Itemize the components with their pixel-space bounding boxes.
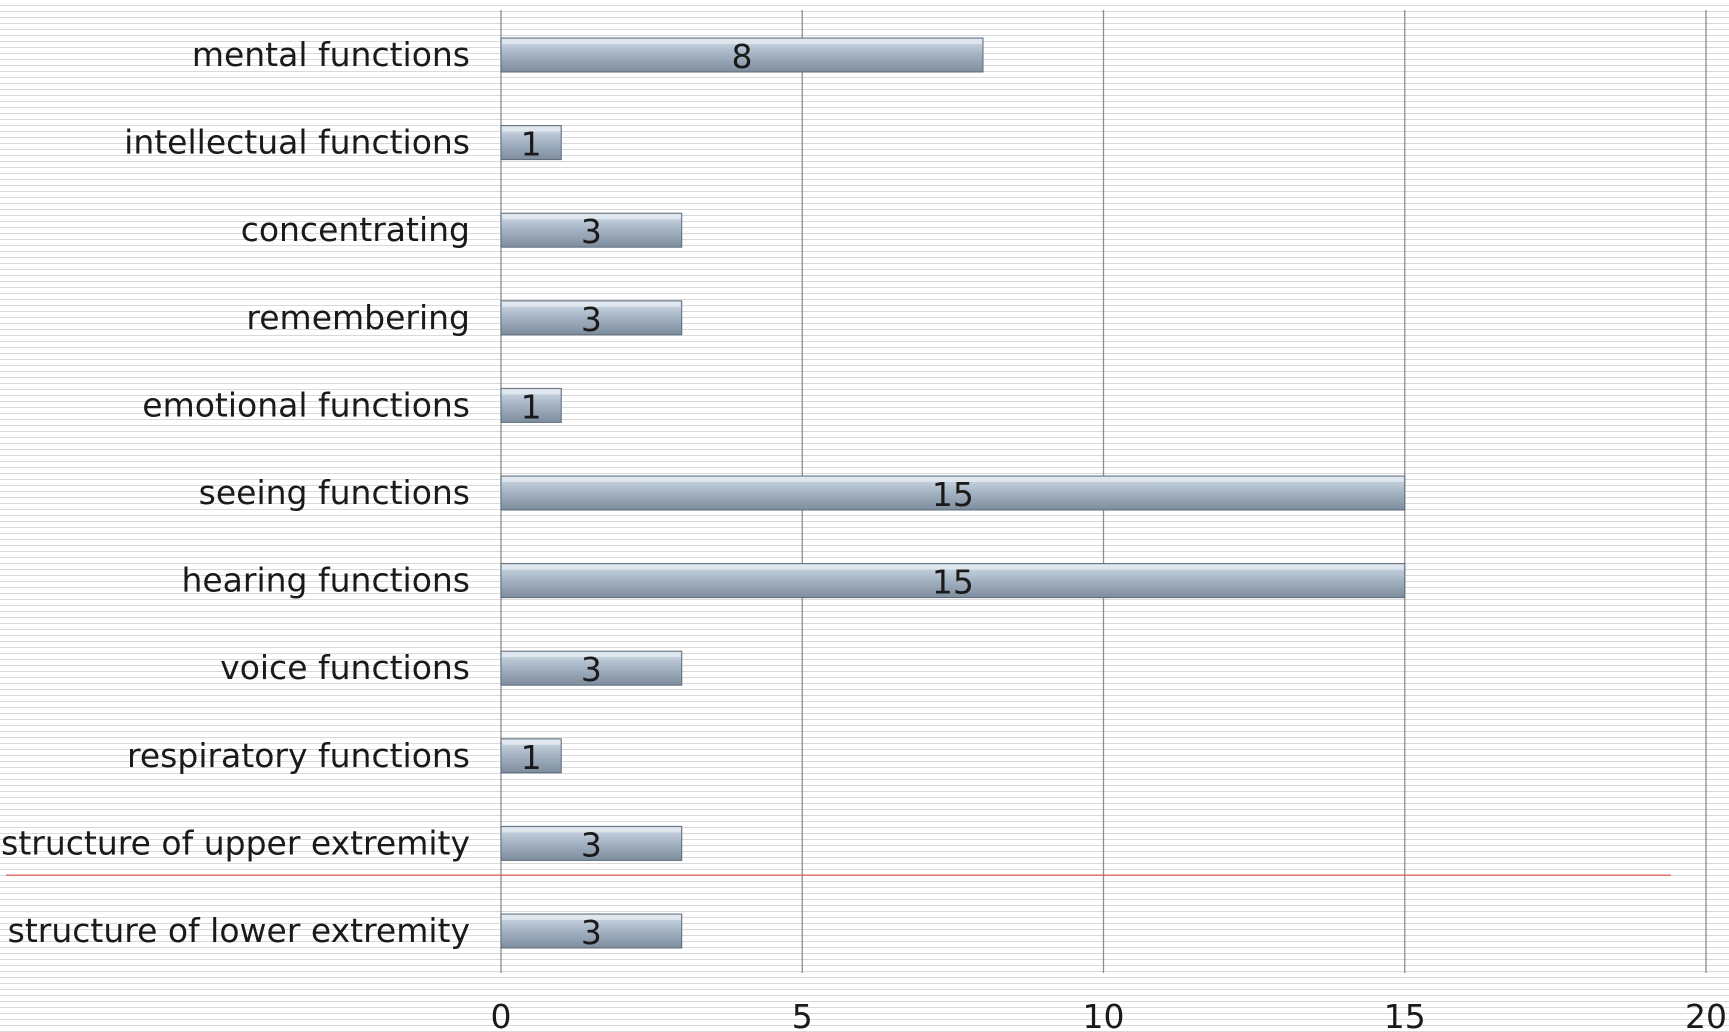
data-label: 1 [521,125,542,164]
category-label: emotional functions [142,385,470,424]
x-tick-label: 10 [1083,997,1125,1032]
bars [500,37,1406,949]
bar-highlight [502,301,681,307]
x-tick-label: 20 [1685,997,1727,1032]
data-label: 15 [932,563,974,602]
data-label: 3 [581,913,602,952]
bar-highlight [502,652,681,658]
category-label: mental functions [192,35,470,74]
data-label: 3 [581,650,602,689]
bar-highlight [502,126,561,132]
data-label: 3 [581,212,602,251]
data-label: 1 [521,738,542,777]
bar-highlight [502,739,561,745]
x-tick-label: 0 [491,997,512,1032]
category-label: remembering [246,298,470,337]
category-label: seeing functions [199,473,470,512]
category-label: respiratory functions [127,736,470,775]
bar-highlight [502,389,561,395]
data-label: 3 [581,300,602,339]
bar-highlight [502,564,1404,570]
bar-highlight [502,915,681,920]
bar-highlight [502,827,681,833]
data-label: 8 [732,37,753,76]
x-axis-ticks: 0 5 10 15 20 [491,997,1728,1032]
bar-highlight [502,477,1404,482]
category-labels: mental functions intellectual functions co… [1,35,470,950]
bar-highlight [502,214,681,220]
category-label: structure of upper extremity [1,823,470,862]
category-label: hearing functions [181,561,470,600]
category-label: intellectual functions [124,123,470,162]
category-label: voice functions [220,648,470,687]
x-tick-label: 15 [1384,997,1426,1032]
category-label: concentrating [241,210,470,249]
bar-highlight [502,39,982,44]
data-label: 3 [581,825,602,864]
data-labels: 8 1 3 3 1 15 15 3 1 3 3 [521,37,974,952]
category-label: structure of lower extremity [8,911,470,950]
data-label: 1 [521,387,542,426]
x-tick-label: 5 [792,997,813,1032]
data-label: 15 [932,475,974,514]
